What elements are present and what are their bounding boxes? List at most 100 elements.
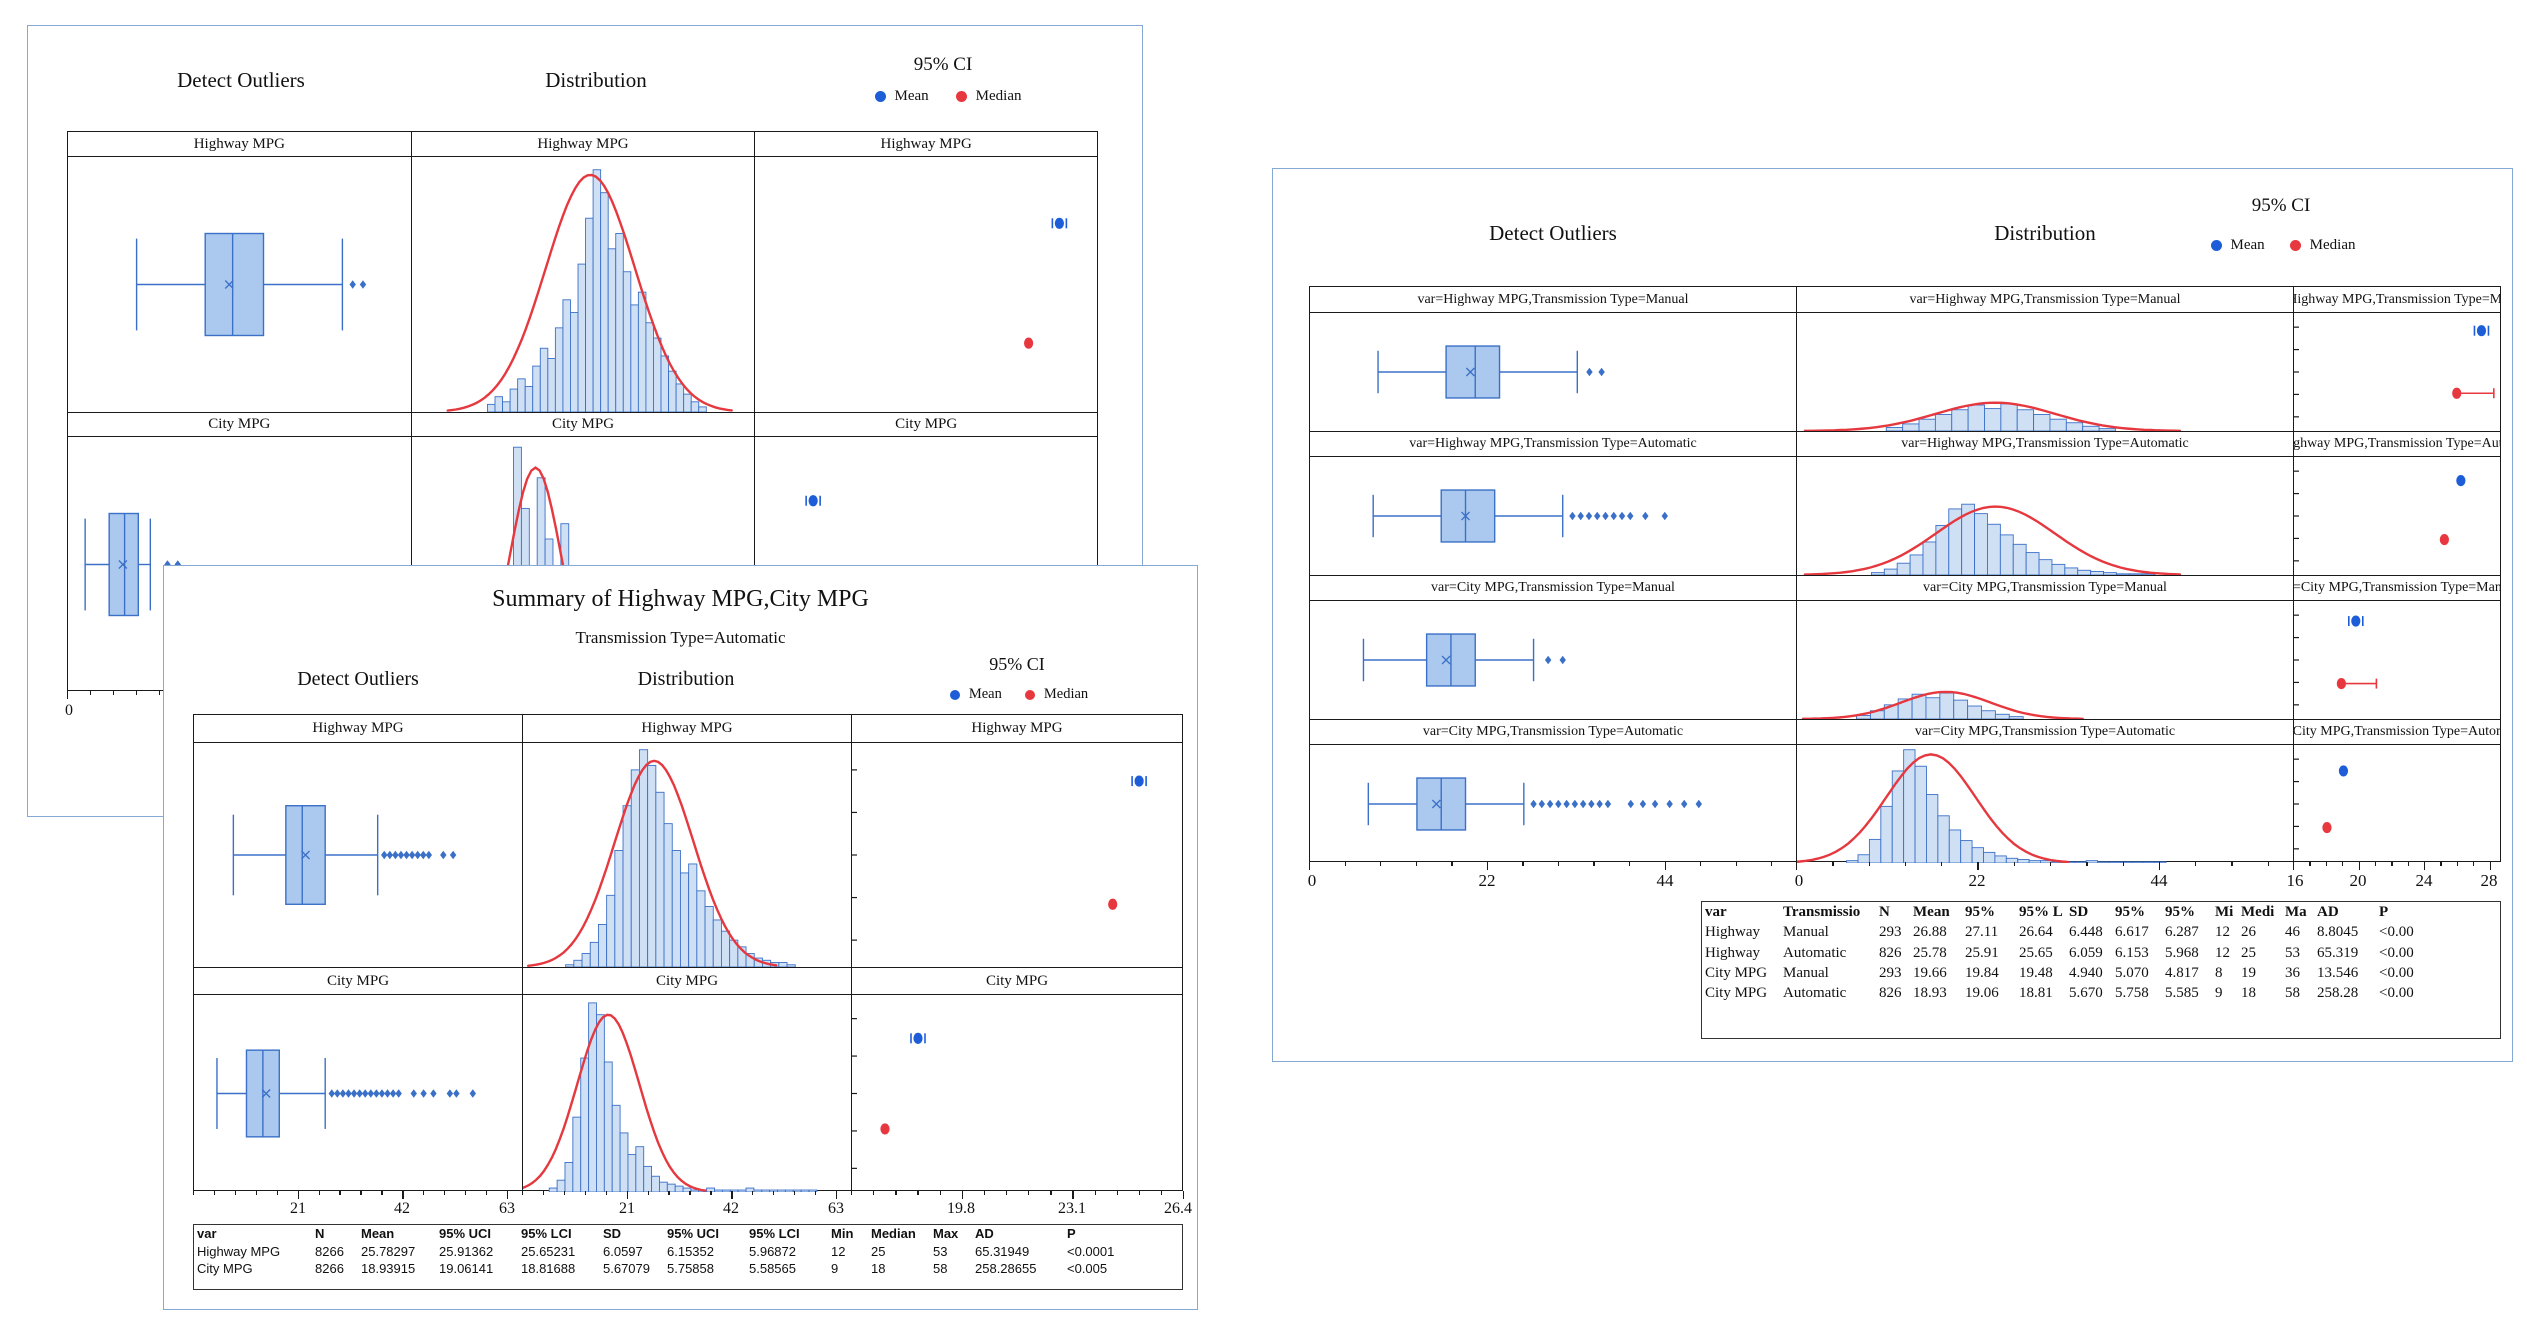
strip-label: var=City MPG,Transmission Type=Automatic	[1797, 720, 2294, 744]
axis-tick	[1832, 862, 1834, 866]
axis-tick-label: 21	[290, 1200, 306, 1217]
window-subtitle: Transmission Type=Automatic	[575, 628, 786, 647]
axis-tick	[2391, 862, 2393, 866]
legend-mean-label: Mean	[2230, 237, 2265, 253]
strip-label: var=Highway MPG,Transmission Type=Manual	[1797, 287, 2294, 312]
axis-tick	[2195, 862, 2197, 866]
table-cell: 25.91	[1965, 944, 1999, 961]
strip-label: var=Highway MPG,Transmission Type=Automa…	[1797, 432, 2294, 456]
table-cell: Manual	[1783, 964, 1829, 981]
plot-row	[194, 995, 1182, 1192]
table-cell: 4.940	[2069, 964, 2103, 981]
plot-row	[1310, 601, 2500, 719]
table-cell: 5.96872	[749, 1243, 796, 1259]
median-dot-icon	[1024, 689, 1035, 700]
table-cell: 65.319	[2317, 944, 2359, 961]
table-cell: 25	[2241, 944, 2256, 961]
x-axis-labels: 0	[65, 702, 1098, 722]
window-automatic-summary: Summary of Highway MPG,City MPG Transmis…	[163, 565, 1198, 1310]
strip-row: var=Highway MPG,Transmission Type=Automa…	[1310, 431, 2500, 457]
axis-tick	[522, 1191, 524, 1195]
panel-grid: var=Highway MPG,Transmission Type=Manual…	[1309, 286, 2501, 863]
table-cell: 4.817	[2165, 964, 2199, 981]
axis-tick	[89, 691, 92, 695]
table-cell: 18.81	[2019, 985, 2053, 1001]
strip-label: Highway MPG	[68, 132, 412, 156]
axis-tick	[647, 1191, 649, 1195]
table-cell: Highway	[1705, 944, 1760, 961]
axis-tick	[895, 1191, 897, 1195]
table-cell: 25.78297	[361, 1243, 416, 1259]
strip-label: Highway MPG	[971, 720, 1063, 736]
strip-label: Highway MPG	[523, 715, 852, 742]
mean-dot-icon	[949, 689, 960, 700]
axis-tick	[873, 1191, 875, 1195]
strip-label: City MPG	[895, 416, 958, 432]
axis-tick	[584, 1191, 587, 1195]
table-cell: 25.78	[1913, 944, 1947, 961]
axis-tick	[814, 1191, 817, 1195]
table-header-cell: 95% UCI	[667, 1226, 720, 1241]
axis-tick	[836, 1191, 838, 1199]
axis-tick	[2342, 862, 2344, 866]
table-header-cell: N	[315, 1226, 325, 1241]
table-header-cell: var	[1705, 904, 1727, 920]
window-title: Summary of Highway MPG,City MPG	[492, 586, 869, 612]
table-cell: 65.31949	[975, 1243, 1030, 1259]
axis-tick	[1796, 862, 1798, 870]
axis-tick	[917, 1191, 919, 1195]
plot-row	[1310, 313, 2500, 431]
ci-plot-highway-manual	[2294, 313, 2500, 431]
table-header-cell: SD	[2069, 904, 2089, 920]
ci-plot-highway	[852, 743, 1182, 967]
axis-tick	[1664, 862, 1666, 870]
axis-tick	[2049, 862, 2052, 866]
table-header-cell: P	[1067, 1226, 1076, 1241]
axis-tick	[213, 1191, 216, 1195]
strip-label: City MPG	[68, 413, 412, 436]
table-cell: 5.070	[2115, 964, 2149, 981]
table-cell: 18.93	[1913, 985, 1947, 1001]
axis-tick	[2456, 862, 2458, 866]
axis-tick	[193, 1191, 195, 1195]
table-cell: 258.28	[2317, 985, 2359, 1001]
strip-label: City MPG	[194, 968, 523, 994]
axis-tick	[2473, 862, 2475, 866]
axis-tick	[255, 1191, 258, 1195]
axis-tick	[2267, 862, 2269, 866]
table-header-cell: 95% UCI	[439, 1226, 492, 1241]
table-cell: Automatic	[1783, 944, 1847, 961]
strip-label: Highway MPG	[194, 715, 523, 742]
axis-tick	[2489, 862, 2491, 870]
axis-tick	[1183, 1191, 1185, 1199]
table-cell: 26.88	[1913, 924, 1947, 941]
strip-label: var=City MPG,Transmission Type=Manual	[1310, 576, 1797, 600]
table-cell: 58	[933, 1261, 948, 1277]
table-cell: 19	[2241, 964, 2256, 981]
axis-tick	[1094, 1191, 1096, 1195]
table-header-cell: Min	[831, 1226, 854, 1241]
table-cell: 258.28655	[975, 1261, 1037, 1277]
boxplot-highway	[194, 743, 523, 967]
strip-label: City MPG	[985, 972, 1049, 989]
table-cell: 13.546	[2317, 964, 2359, 981]
axis-tick	[794, 1191, 796, 1195]
axis-tick-label: 21	[619, 1200, 635, 1217]
axis-tick	[1451, 862, 1453, 866]
table-cell: 25.65231	[521, 1243, 576, 1259]
strip-label: Highway MPG	[880, 135, 972, 152]
table-cell: 6.0597	[603, 1243, 643, 1259]
table-cell: 27.11	[1965, 924, 1999, 941]
axis-tick-label: 22	[1478, 871, 1496, 890]
x-axis	[1309, 862, 2501, 870]
x-axis	[193, 1191, 1185, 1199]
axis-tick	[2374, 862, 2377, 866]
table-header-cell: Ma	[2285, 904, 2307, 920]
axis-tick	[1138, 1191, 1141, 1195]
histogram-highway-manual	[1797, 313, 2294, 431]
axis-tick	[135, 691, 138, 695]
table-header-cell: var	[197, 1226, 217, 1241]
column-header-detect-outliers: Detect Outliers	[177, 68, 305, 92]
axis-tick	[158, 691, 161, 695]
table-cell: 12	[2215, 924, 2230, 941]
